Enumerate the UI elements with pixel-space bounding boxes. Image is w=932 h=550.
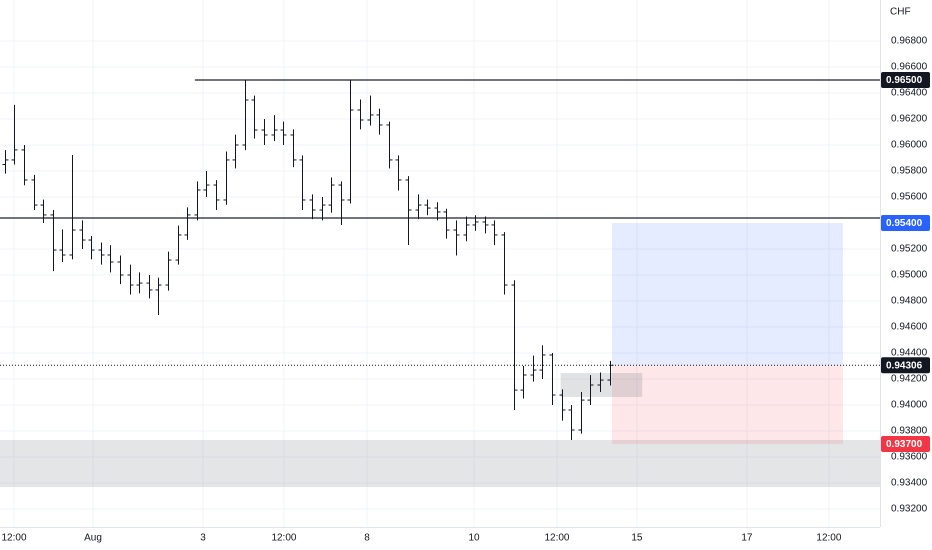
price-label-box [881, 214, 930, 231]
y-tick-label: 0.93600 [891, 452, 928, 463]
y-tick-label: 0.94600 [891, 322, 928, 333]
y-tick-label: 0.95000 [891, 270, 928, 281]
profit-zone [611, 222, 843, 366]
price-label: 0.94306 [886, 360, 923, 371]
x-tick-label: Aug [84, 533, 102, 544]
price-label-box [881, 357, 930, 374]
y-tick-label: 0.94000 [891, 400, 928, 411]
y-tick-label: 0.94200 [891, 374, 928, 385]
y-tick-label: 0.96600 [891, 62, 928, 73]
y-tick-label: 0.93400 [891, 478, 928, 489]
y-tick-label: 0.96400 [891, 88, 928, 99]
x-tick-label: 12:00 [816, 533, 841, 544]
x-tick-label: 10 [468, 533, 480, 544]
x-tick-label: 12:00 [544, 533, 569, 544]
y-tick-label: 0.93800 [891, 426, 928, 437]
x-tick-label: 8 [364, 533, 370, 544]
y-tick-label: 0.96000 [891, 140, 928, 151]
y-tick-label: 0.95600 [891, 192, 928, 203]
y-tick-label: 0.94400 [891, 348, 928, 359]
y-tick-label: 0.96200 [891, 114, 928, 125]
range-box [560, 373, 643, 397]
zone [0, 440, 880, 488]
x-tick-label: 17 [741, 533, 753, 544]
y-tick-label: 0.93200 [891, 504, 928, 515]
x-tick-label: 15 [631, 533, 643, 544]
price-label: 0.93700 [886, 439, 923, 450]
currency-label: CHF [890, 7, 911, 18]
loss-zone [611, 365, 843, 445]
x-tick-label: 12:00 [1, 533, 26, 544]
y-tick-label: 0.95800 [891, 166, 928, 177]
x-tick-label: 3 [200, 533, 206, 544]
price-label-box [881, 71, 930, 88]
y-tick-label: 0.96800 [891, 36, 928, 47]
price-label-box [881, 436, 930, 453]
x-tick-label: 12:00 [271, 533, 296, 544]
y-tick-label: 0.94800 [891, 296, 928, 307]
y-tick-label: 0.95200 [891, 244, 928, 255]
price-label: 0.96500 [886, 75, 923, 86]
price-label: 0.95400 [886, 218, 923, 229]
